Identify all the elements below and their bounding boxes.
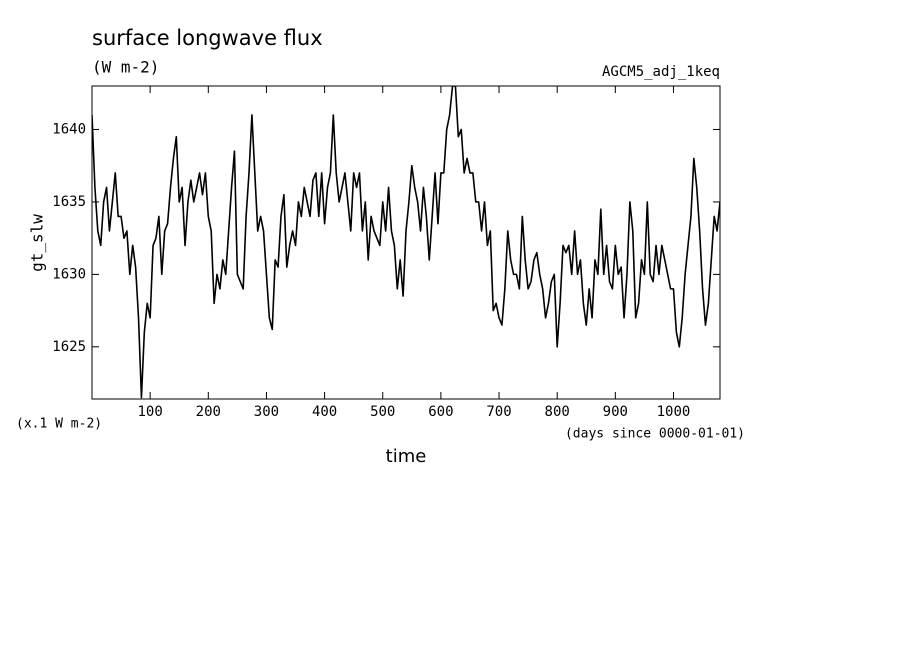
x-tick-label: 700 [486,404,511,420]
chart-title: surface longwave flux [92,26,323,50]
x-tick-label: 800 [545,404,570,420]
x-tick-label: 400 [312,404,337,420]
x-unit: (days since 0000-01-01) [565,427,745,442]
data-line [92,86,720,399]
x-axis-label: time [386,446,427,467]
y-tick-label: 1625 [52,339,86,355]
y-unit: (x.1 W m-2) [16,417,102,432]
x-tick-label: 1000 [657,404,691,420]
y-tick-label: 1635 [52,194,86,210]
annotation: AGCM5_adj_1keq [602,64,720,80]
y-tick-label: 1640 [52,121,86,137]
x-tick-label: 300 [254,404,279,420]
x-tick-label: 100 [137,404,162,420]
x-tick-label: 500 [370,404,395,420]
subtitle: (W m-2) [92,58,159,77]
x-tick-label: 900 [603,404,628,420]
x-tick-label: 200 [196,404,221,420]
x-tick-label: 600 [428,404,453,420]
plot-frame [91,85,721,400]
y-tick-label: 1630 [52,266,86,282]
y-axis-label: gt_slw [28,214,47,272]
